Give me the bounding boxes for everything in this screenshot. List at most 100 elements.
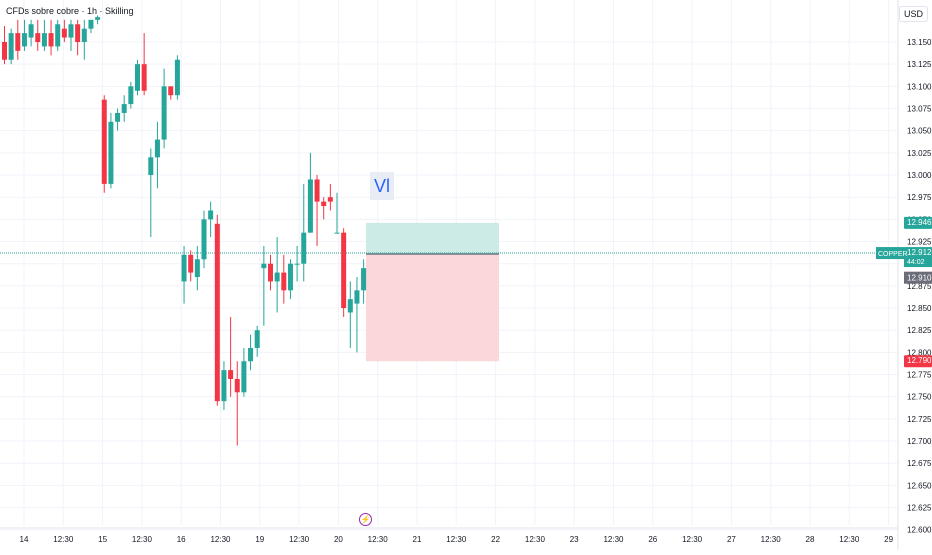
candle-body[interactable]: [21, 33, 27, 47]
y-tick-label: 12.700: [907, 437, 932, 446]
x-tick-label: 20: [334, 535, 343, 544]
event-flash-icon[interactable]: ⚡: [359, 513, 372, 526]
candle-body[interactable]: [75, 24, 81, 42]
x-tick-label: 12:30: [53, 535, 74, 544]
candle-body[interactable]: [287, 263, 293, 291]
candle-body[interactable]: [194, 259, 200, 278]
stop-price-label-box: [904, 355, 932, 368]
candle-body[interactable]: [341, 232, 347, 309]
candle-body[interactable]: [214, 223, 220, 402]
y-tick-label: 12.975: [907, 193, 932, 202]
candle-body[interactable]: [221, 370, 227, 402]
candle-body[interactable]: [241, 361, 247, 393]
y-tick-label: 12.825: [907, 326, 932, 335]
current-price-box: [904, 247, 932, 268]
candle-body[interactable]: [115, 112, 121, 122]
chart-title: CFDs sobre cobre · 1h · Skilling: [6, 6, 134, 16]
candle-body[interactable]: [334, 232, 340, 234]
candle-body[interactable]: [55, 24, 61, 47]
candle-body[interactable]: [148, 157, 154, 176]
x-tick-label: 23: [570, 535, 579, 544]
y-tick-label: 12.875: [907, 282, 932, 291]
symbol-tag-text: COPPER: [878, 251, 908, 258]
x-tick-label: 26: [648, 535, 657, 544]
candle-body[interactable]: [254, 330, 260, 348]
candle-body[interactable]: [248, 347, 254, 362]
x-tick-label: 12:30: [210, 535, 231, 544]
target-price-label-box: [904, 216, 932, 229]
candle-body[interactable]: [28, 24, 34, 38]
x-tick-label: 12:30: [761, 535, 782, 544]
candle-body[interactable]: [347, 299, 353, 313]
candle-body[interactable]: [2, 42, 7, 60]
candle-body[interactable]: [81, 28, 87, 42]
candle-body[interactable]: [168, 86, 174, 96]
countdown-text: 44:02: [907, 259, 925, 266]
candle-body[interactable]: [121, 104, 127, 113]
candle-body[interactable]: [274, 272, 280, 282]
candle-body[interactable]: [15, 33, 21, 51]
symbol-tag-box: [876, 247, 904, 260]
y-tick-label: 12.725: [907, 415, 932, 424]
candle-body[interactable]: [294, 263, 300, 265]
candle-body[interactable]: [281, 272, 287, 291]
candle-body[interactable]: [174, 59, 180, 96]
stop-price-label-text: 12.790: [907, 356, 932, 365]
candle-body[interactable]: [321, 201, 327, 207]
candle-body[interactable]: [95, 17, 101, 20]
candle-body[interactable]: [135, 64, 140, 91]
candle-body[interactable]: [208, 210, 214, 220]
candle-body[interactable]: [141, 64, 147, 91]
y-tick-label: 13.125: [907, 60, 932, 69]
candle-body[interactable]: [314, 179, 320, 202]
candle-body[interactable]: [307, 179, 313, 233]
candle-body[interactable]: [101, 99, 107, 184]
x-tick-label: 15: [98, 535, 107, 544]
candle-body[interactable]: [354, 290, 360, 304]
candle-body[interactable]: [8, 33, 14, 60]
candle-body[interactable]: [201, 219, 207, 260]
current-price-text: 12.912: [907, 248, 932, 257]
candle-body[interactable]: [327, 197, 333, 202]
candle-body[interactable]: [261, 263, 267, 269]
x-tick-label: 29: [884, 535, 893, 544]
candle-body[interactable]: [154, 139, 160, 158]
stop-zone[interactable]: [366, 253, 499, 362]
x-tick-label: 12:30: [603, 535, 624, 544]
candle-body[interactable]: [268, 263, 273, 282]
y-tick-label: 12.600: [907, 526, 932, 535]
candle-body[interactable]: [61, 28, 67, 38]
x-tick-label: 12:30: [525, 535, 546, 544]
currency-button[interactable]: USD: [899, 6, 928, 22]
candle-body[interactable]: [128, 86, 134, 105]
candle-body[interactable]: [161, 86, 167, 140]
candle-body[interactable]: [41, 33, 47, 47]
candle-body[interactable]: [234, 378, 240, 393]
x-tick-label: 12:30: [132, 535, 153, 544]
x-tick-label: 12:30: [368, 535, 389, 544]
candle-body[interactable]: [35, 33, 41, 42]
y-tick-label: 13.025: [907, 149, 932, 158]
y-tick-label: 13.100: [907, 82, 932, 91]
x-tick-label: 12:30: [289, 535, 310, 544]
candle-body[interactable]: [88, 19, 94, 29]
gray-price-text: 12.910: [907, 274, 932, 283]
x-tick-label: 12:30: [446, 535, 467, 544]
candle-body[interactable]: [361, 268, 367, 291]
candle-body[interactable]: [108, 121, 114, 184]
text-annotation[interactable]: Vl: [370, 172, 394, 200]
candle-body[interactable]: [188, 254, 194, 273]
candle-body[interactable]: [228, 370, 234, 379]
y-tick-label: 13.150: [907, 38, 932, 47]
candle-body[interactable]: [68, 24, 74, 38]
candle-body[interactable]: [301, 232, 307, 264]
candle-body[interactable]: [181, 254, 187, 282]
y-tick-label: 12.650: [907, 481, 932, 490]
target-zone[interactable]: [366, 222, 499, 254]
y-tick-label: 12.750: [907, 393, 932, 402]
x-tick-label: 21: [413, 535, 422, 544]
candle-body[interactable]: [48, 33, 54, 47]
y-tick-label: 12.800: [907, 348, 932, 357]
